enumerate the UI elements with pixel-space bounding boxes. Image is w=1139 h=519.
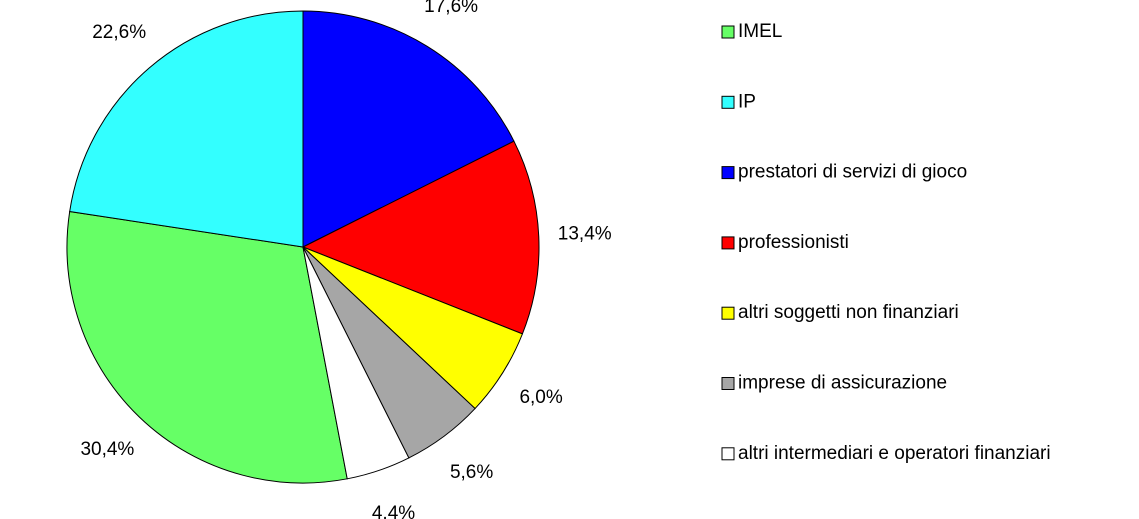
pie-slice	[66, 210, 348, 484]
data-label: 4,4%	[372, 503, 415, 519]
legend-swatch	[721, 447, 735, 461]
legend-label: IP	[738, 91, 756, 112]
legend-label: altri intermediari e operatori finanziar…	[738, 443, 1051, 464]
legend-label: professionisti	[738, 232, 849, 253]
data-label: 5,6%	[450, 462, 493, 483]
legend-label: prestatori di servizi di gioco	[738, 162, 967, 183]
legend-swatch	[721, 306, 735, 320]
pie-slice	[301, 140, 540, 335]
pie-slice	[302, 246, 410, 480]
legend-swatch	[721, 25, 735, 39]
data-label: 13,4%	[558, 224, 612, 245]
legend-swatch	[721, 236, 735, 250]
legend-swatch	[721, 377, 735, 390]
legend-swatch	[721, 166, 735, 180]
legend-label: imprese di assicurazione	[738, 373, 947, 394]
pie-slice	[69, 10, 304, 248]
data-label: 17,6%	[424, 0, 478, 17]
legend-swatch	[721, 95, 735, 109]
data-label: 6,0%	[519, 387, 562, 408]
data-label: 22,6%	[92, 22, 146, 43]
pie-slice	[302, 10, 515, 248]
data-label: 30,4%	[80, 439, 134, 460]
legend-label: IMEL	[738, 21, 782, 42]
legend-label: altri soggetti non finanziari	[738, 302, 959, 323]
